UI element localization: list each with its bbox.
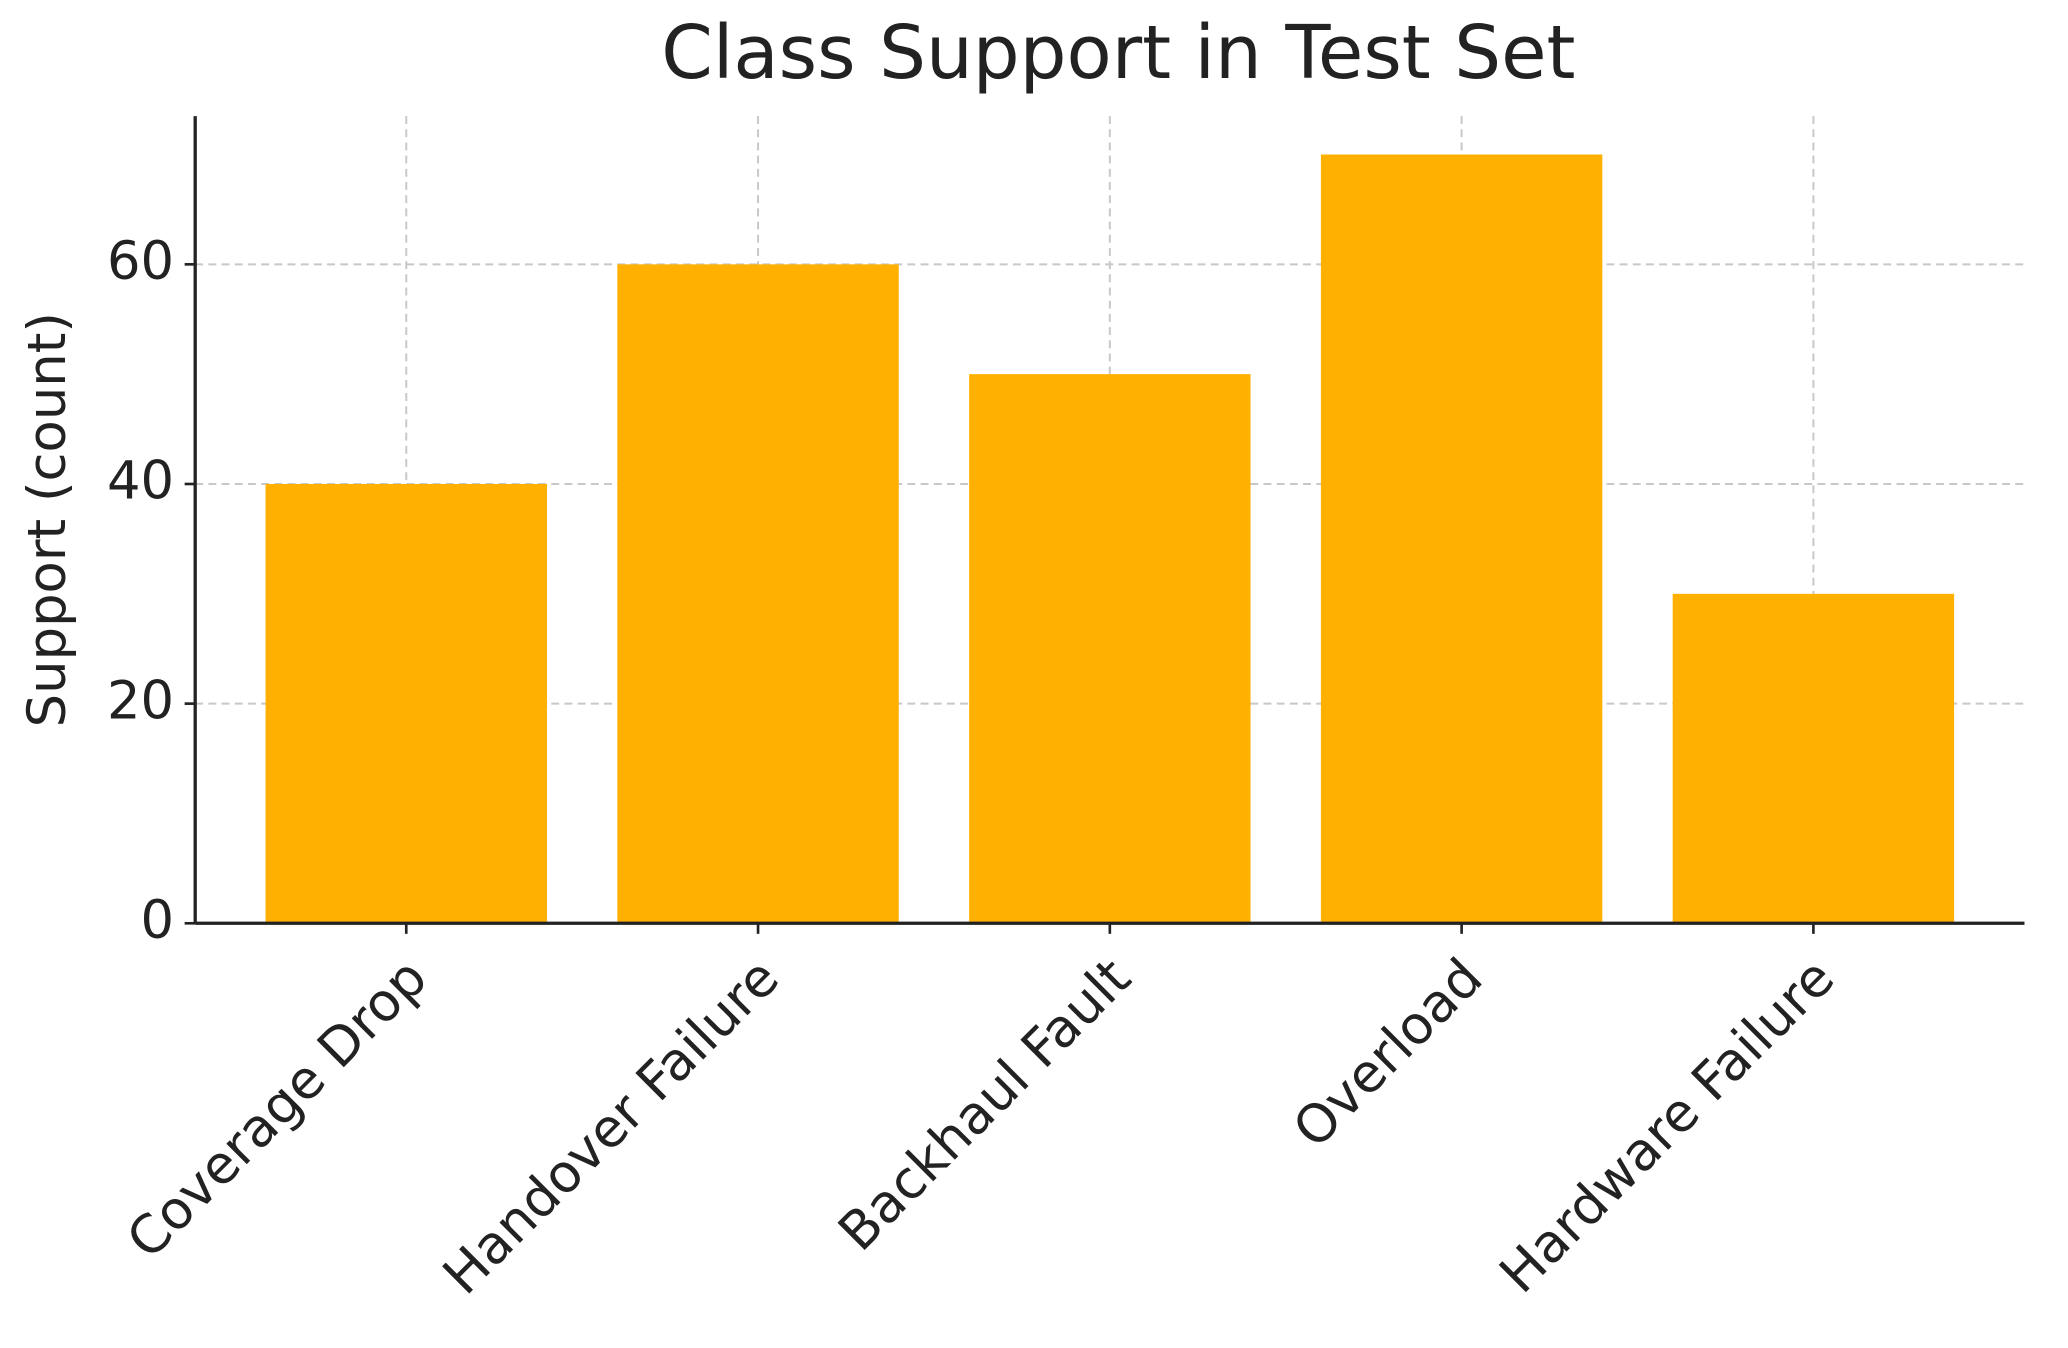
y-tick-label: 0 (141, 890, 175, 951)
x-tick-label: Handover Failure (432, 947, 791, 1306)
x-tick-label: Hardware Failure (1488, 947, 1846, 1305)
bar (265, 483, 547, 924)
bar (617, 264, 899, 924)
x-tick-label: Overload (1282, 947, 1495, 1160)
chart-title: Class Support in Test Set (661, 10, 1575, 96)
y-tick-label: 60 (107, 231, 174, 292)
y-tick-label: 20 (107, 670, 174, 731)
x-tick-label: Coverage Drop (116, 947, 439, 1270)
x-tick-label: Backhaul Fault (827, 947, 1143, 1263)
y-axis-label: Support (count) (17, 312, 78, 727)
bar (1320, 154, 1603, 924)
y-tick-label: 40 (107, 451, 174, 512)
bar (969, 374, 1251, 924)
bar (1672, 593, 1955, 924)
